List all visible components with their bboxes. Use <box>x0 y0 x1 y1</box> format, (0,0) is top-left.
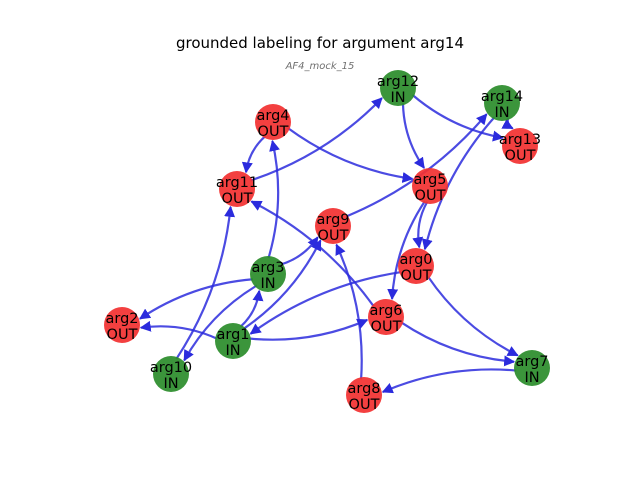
node-arg2-id-label: arg2 <box>105 311 138 327</box>
edge-arg6-to-arg7 <box>400 321 516 367</box>
node-arg12-status-label: IN <box>390 90 405 106</box>
node-arg9-id-label: arg9 <box>316 212 349 228</box>
edge-arg8-to-arg9 <box>335 243 363 380</box>
edge-arg1-to-arg6 <box>248 318 369 341</box>
node-arg11-status-label: OUT <box>222 191 253 207</box>
node-arg7-status-label: IN <box>524 370 539 386</box>
node-arg14-circle <box>484 85 520 121</box>
node-arg3-id-label: arg3 <box>251 260 284 276</box>
edge-arg12-to-arg5 <box>401 103 426 169</box>
edge-arg14-to-arg0 <box>421 116 496 251</box>
node-arg1-circle <box>215 323 251 359</box>
node-arg7-circle <box>514 350 550 386</box>
node-arg0-id-label: arg0 <box>399 252 432 268</box>
node-arg1-status-label: IN <box>225 343 240 359</box>
graph-subtitle: AF4_mock_15 <box>285 61 355 72</box>
node-arg9-circle <box>315 208 351 244</box>
node-arg0-status-label: OUT <box>401 268 432 284</box>
node-arg4-circle <box>255 104 291 140</box>
node-arg13-circle <box>502 128 538 164</box>
node-arg4-status-label: OUT <box>258 124 289 140</box>
node-arg10-id-label: arg10 <box>150 360 192 376</box>
edge-arg0-to-arg1 <box>249 270 402 335</box>
node-arg11-circle <box>219 171 255 207</box>
node-arg1-id-label: arg1 <box>216 327 249 343</box>
node-arg14-id-label: arg14 <box>481 89 523 105</box>
edge-arg1-to-arg9 <box>242 239 322 330</box>
node-arg13-id-label: arg13 <box>499 132 541 148</box>
edge-arg4-to-arg11 <box>241 135 267 174</box>
nodes-layer: arg0OUTarg1INarg2OUTarg3INarg4OUTarg5OUT… <box>104 70 550 413</box>
edges-layer <box>139 94 519 394</box>
node-arg6-circle <box>368 299 404 335</box>
edge-arg3-to-arg2 <box>139 278 253 320</box>
node-arg3-status-label: IN <box>260 276 275 292</box>
node-arg9-status-label: OUT <box>318 228 349 244</box>
edge-arg0-to-arg7 <box>427 275 519 357</box>
node-arg12-circle <box>380 70 416 106</box>
node-arg5-circle <box>412 168 448 204</box>
edge-arg3-to-arg4 <box>267 139 280 259</box>
node-arg7-id-label: arg7 <box>515 354 548 370</box>
node-arg8-id-label: arg8 <box>347 381 380 397</box>
node-arg13-status-label: OUT <box>505 148 536 164</box>
edge-arg5-to-arg0 <box>412 201 429 249</box>
node-arg12-id-label: arg12 <box>377 74 419 90</box>
edge-arg10-to-arg11 <box>175 205 236 360</box>
node-arg10-status-label: IN <box>163 376 178 392</box>
node-arg2-circle <box>104 307 140 343</box>
node-arg6-status-label: OUT <box>371 319 402 335</box>
edge-arg11-to-arg12 <box>250 97 383 182</box>
node-arg3-circle <box>250 256 286 292</box>
edge-arg5-to-arg6 <box>387 200 426 301</box>
node-arg4-id-label: arg4 <box>256 108 289 124</box>
node-arg10-circle <box>153 356 189 392</box>
node-arg5-status-label: OUT <box>415 188 446 204</box>
edge-arg3-to-arg10 <box>183 284 258 362</box>
edge-arg1-to-arg3 <box>239 289 264 328</box>
graph-title: grounded labeling for argument arg14 <box>175 34 465 52</box>
node-arg2-status-label: OUT <box>107 327 138 343</box>
edge-arg12-to-arg13 <box>411 94 504 142</box>
node-arg8-status-label: OUT <box>349 397 380 413</box>
edge-arg7-to-arg8 <box>381 368 517 394</box>
edge-arg1-to-arg2 <box>139 320 218 340</box>
node-arg11-id-label: arg11 <box>216 175 258 191</box>
node-arg8-circle <box>346 377 382 413</box>
node-arg6-id-label: arg6 <box>369 303 402 319</box>
node-arg5-id-label: arg5 <box>413 172 446 188</box>
node-arg14-status-label: IN <box>494 105 509 121</box>
node-arg0-circle <box>398 248 434 284</box>
edge-arg4-to-arg5 <box>287 127 414 183</box>
